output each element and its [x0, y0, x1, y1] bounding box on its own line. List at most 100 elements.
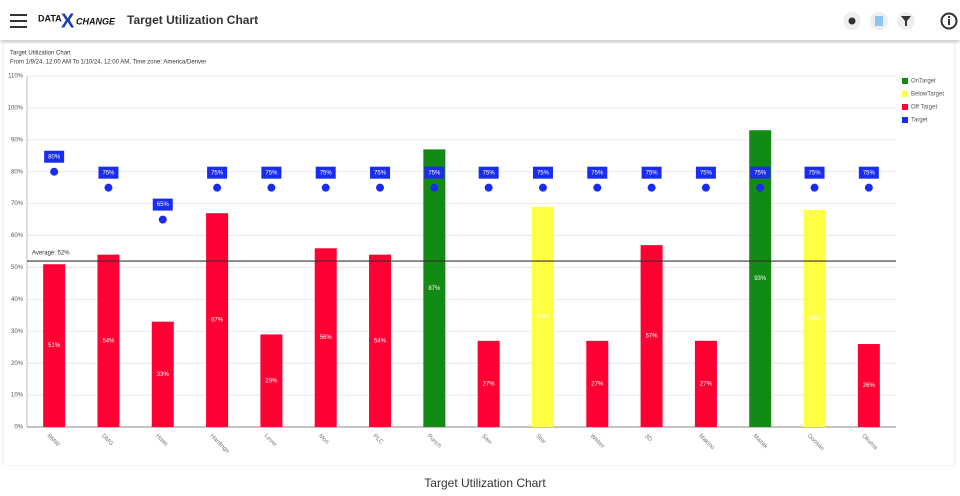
logo-text: DATA — [38, 13, 62, 23]
target-label: 75% — [211, 170, 224, 176]
target-label: 75% — [265, 170, 278, 176]
target-label-box — [152, 198, 173, 211]
target-label-box — [207, 166, 228, 179]
data-label: 27% — [591, 382, 604, 388]
menu-button[interactable] — [10, 14, 27, 28]
target-label-box — [641, 166, 662, 179]
info-button[interactable] — [940, 12, 958, 30]
columns-button[interactable] — [870, 12, 888, 30]
target-point — [158, 215, 167, 224]
target-label-box — [858, 166, 879, 179]
y-tick-label: 20% — [11, 361, 24, 367]
data-label: 26% — [863, 383, 876, 389]
target-label-box — [370, 166, 391, 179]
target-label: 75% — [863, 170, 876, 176]
target-point — [267, 183, 276, 192]
data-label: 56% — [320, 335, 333, 341]
target-label: 75% — [483, 170, 496, 176]
chart-caption: Target Utilization Chart — [424, 476, 546, 490]
target-label: 75% — [591, 170, 604, 176]
legend-swatch — [902, 91, 908, 97]
target-point — [430, 183, 439, 192]
y-tick-label: 110% — [8, 74, 24, 80]
target-point — [593, 183, 602, 192]
target-label: 75% — [700, 170, 713, 176]
target-point — [701, 183, 710, 192]
bar — [694, 340, 717, 427]
chart-title: Target Utilization Chart — [10, 51, 71, 57]
legend-label: Off Target — [911, 105, 937, 111]
bar — [43, 264, 66, 427]
target-point — [810, 183, 819, 192]
data-label: 69% — [537, 314, 550, 320]
data-label: 93% — [754, 276, 767, 282]
y-tick-label: 30% — [11, 329, 24, 335]
bar — [423, 149, 446, 427]
target-label: 75% — [320, 170, 333, 176]
legend-label: OnTarget — [911, 79, 936, 85]
bar — [97, 254, 120, 427]
target-label-box — [804, 166, 825, 179]
target-label-box — [44, 150, 65, 163]
data-label: 57% — [646, 334, 659, 340]
target-label-box — [315, 166, 336, 179]
header: DATA X CHANGE Target Utilization Chart — [0, 0, 960, 40]
y-tick-label: 0% — [14, 425, 23, 431]
data-label: 33% — [157, 372, 170, 378]
data-label: 27% — [483, 382, 496, 388]
settings-button[interactable] — [843, 12, 861, 30]
target-point — [647, 183, 656, 192]
target-label: 75% — [809, 170, 822, 176]
target-point — [213, 183, 222, 192]
chart-subtitle: From 1/9/24, 12:00 AM To 1/10/24, 12:00 … — [10, 60, 206, 66]
target-label: 80% — [48, 154, 61, 160]
y-tick-label: 70% — [11, 201, 24, 207]
legend-label: BelowTarget — [911, 92, 944, 98]
y-tick-label: 80% — [11, 169, 24, 175]
target-label: 75% — [646, 170, 659, 176]
target-label-box — [750, 166, 771, 179]
target-point — [321, 183, 330, 192]
y-tick-label: 40% — [11, 297, 24, 303]
y-tick-label: 50% — [11, 265, 24, 271]
caption-area — [0, 466, 960, 496]
target-label-box — [532, 166, 553, 179]
bar — [586, 340, 609, 427]
target-label: 65% — [157, 202, 170, 208]
y-tick-label: 100% — [8, 105, 24, 111]
target-label: 75% — [754, 170, 767, 176]
target-label: 75% — [374, 170, 387, 176]
target-label-box — [98, 166, 119, 179]
bar — [640, 245, 663, 427]
x-tick-label: 3D — [643, 433, 653, 443]
filter-button[interactable] — [897, 12, 915, 30]
bar — [206, 213, 229, 427]
data-label: 87% — [428, 286, 441, 292]
data-label: 29% — [265, 378, 278, 384]
legend-swatch — [902, 78, 908, 84]
page-title: Target Utilization Chart — [127, 13, 258, 27]
target-label: 75% — [102, 170, 115, 176]
logo: DATA X CHANGE — [38, 10, 116, 32]
y-tick-label: 10% — [11, 393, 24, 399]
y-tick-label: 90% — [11, 137, 24, 143]
target-point — [484, 183, 493, 192]
target-point — [864, 183, 873, 192]
bar — [857, 344, 880, 427]
average-label: Average: 52% — [32, 251, 70, 257]
target-point — [538, 183, 547, 192]
legend-swatch — [902, 117, 908, 123]
bar — [749, 130, 772, 427]
target-label: 75% — [428, 170, 441, 176]
data-label: 54% — [374, 338, 387, 344]
target-point — [756, 183, 765, 192]
data-label: 54% — [102, 338, 115, 344]
legend-label: Target — [911, 118, 928, 124]
y-tick-label: 60% — [11, 233, 24, 239]
bar — [151, 321, 174, 427]
legend-swatch — [902, 104, 908, 110]
data-label: 27% — [700, 382, 713, 388]
data-label: 67% — [211, 318, 224, 324]
